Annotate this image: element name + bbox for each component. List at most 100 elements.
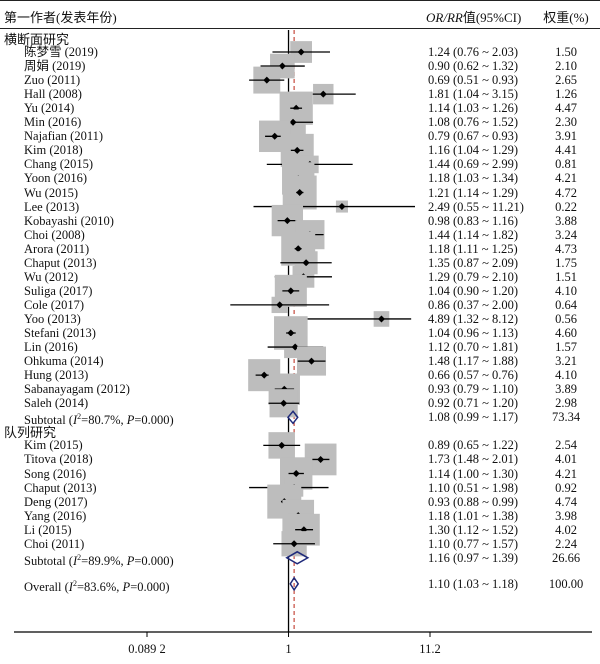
- study-weight: 4.21: [555, 171, 577, 186]
- stat-part: I: [72, 413, 78, 428]
- study-point-marker: [278, 62, 286, 70]
- subtotal-weight: 26.66: [551, 550, 581, 565]
- stat-part: =0.000): [130, 580, 170, 594]
- study-ci-text: 1.14 (1.03 ~ 1.26): [428, 101, 519, 116]
- stat-part: =0.000): [134, 553, 174, 568]
- study-weight: 4.01: [555, 452, 577, 467]
- header-top-rule: [0, 0, 600, 1]
- study-name: Arora (2011): [24, 241, 90, 256]
- stat-part: P: [126, 413, 135, 428]
- study-weight: 4.47: [555, 101, 577, 116]
- subtotal-ci-text: 1.16 (0.97 ~ 1.39): [428, 550, 519, 565]
- study-weight: 2.24: [555, 536, 577, 551]
- study-ci-text: 1.16 (1.04 ~ 1.29): [428, 143, 519, 158]
- study-ci-text: 1.14 (1.00 ~ 1.30): [428, 466, 519, 481]
- study-weight: 4.10: [555, 368, 577, 383]
- study-ci-text: 0.66 (0.57 ~ 0.76): [428, 368, 519, 383]
- study-weight: 2.10: [555, 59, 577, 74]
- study-weight: 4.10: [555, 283, 577, 298]
- study-weight: 0.56: [555, 311, 577, 326]
- study-weight: 4.02: [555, 522, 577, 537]
- study-ci-text: 1.35 (0.87 ~ 2.09): [428, 255, 519, 270]
- study-weight: 4.60: [555, 326, 577, 340]
- study-point-marker: [338, 203, 346, 211]
- stat-part: I: [72, 553, 78, 568]
- study-point-marker: [260, 371, 268, 379]
- study-ci-text: 0.90 (0.62 ~ 1.32): [428, 59, 519, 74]
- study-name: Titova (2018): [24, 452, 93, 467]
- study-name: Kobayashi (2010): [24, 213, 114, 228]
- study-ci-text: 0.98 (0.83 ~ 1.16): [428, 213, 519, 228]
- study-point-marker: [283, 217, 291, 225]
- study-weight: 1.75: [555, 255, 577, 270]
- effect-column-header: OR/RR值(95%CI): [426, 10, 522, 25]
- study-name: Kim (2018): [24, 143, 83, 158]
- study-name: Yoo (2013): [24, 311, 81, 326]
- study-weight: 4.74: [555, 494, 577, 509]
- study-name: Chaput (2013): [24, 255, 97, 270]
- study-weight: 4.21: [555, 466, 577, 481]
- study-name: Sabanayagam (2012): [24, 382, 130, 397]
- stat-part: I: [68, 580, 73, 594]
- study-name: Yu (2014): [24, 101, 75, 116]
- study-name: Wu (2012): [24, 269, 78, 284]
- study-name: Hung (2013): [24, 368, 89, 383]
- study-name: Deng (2017): [24, 494, 88, 509]
- subtotal-diamond: [285, 550, 310, 565]
- overall-label: Overall (I2=83.6%, P=0.000): [24, 577, 170, 594]
- study-weight: 2.98: [555, 396, 577, 411]
- study-name: Yoon (2016): [24, 171, 87, 186]
- study-weight: 1.57: [555, 340, 577, 355]
- study-weight: 2.65: [555, 73, 577, 88]
- study-ci-text: 0.92 (0.71 ~ 1.20): [428, 396, 519, 411]
- study-point-marker: [280, 399, 288, 407]
- study-weight: 3.88: [555, 213, 577, 228]
- stat-part: =83.6%,: [76, 580, 123, 594]
- study-point-marker: [296, 189, 304, 196]
- subtotal-label: Subtotal (I2=80.7%, P=0.000): [24, 410, 174, 427]
- study-ci-text: 1.29 (0.79 ~ 2.10): [428, 269, 519, 284]
- study-name: Wu (2015): [24, 185, 78, 200]
- study-ci-text: 1.10 (0.51 ~ 1.98): [428, 480, 519, 495]
- subtotal-ci-text: 1.08 (0.99 ~ 1.17): [428, 410, 519, 425]
- study-name: Suliga (2017): [24, 283, 93, 298]
- superscript-2: 2: [72, 578, 77, 588]
- study-weight: 3.89: [555, 382, 577, 397]
- study-weight: 0.22: [555, 199, 577, 214]
- study-point-marker: [276, 301, 284, 309]
- study-weight: 0.64: [555, 297, 577, 312]
- study-ci-text: 1.21 (1.14 ~ 1.29): [428, 185, 519, 200]
- superscript-2: 2: [77, 412, 82, 422]
- overall-weight: 100.00: [548, 576, 584, 591]
- stat-part: Overall (: [24, 580, 69, 594]
- x-tick-label: 0.089 2: [128, 642, 166, 656]
- study-name: Lee (2013): [24, 199, 80, 214]
- stat-part: =80.7%,: [81, 413, 127, 428]
- study-weight: 4.72: [555, 185, 577, 200]
- superscript-2: 2: [77, 552, 82, 562]
- study-point-marker: [297, 48, 305, 56]
- study-name: Zuo (2011): [24, 73, 81, 88]
- study-point-marker: [307, 357, 315, 365]
- study-name: Najafian (2011): [24, 129, 104, 144]
- study-name: Chaput (2013): [24, 480, 97, 495]
- study-name: Song (2016): [24, 466, 87, 481]
- study-weight: 1.50: [555, 45, 577, 59]
- study-name: Lin (2016): [24, 340, 78, 355]
- study-point-marker: [317, 455, 325, 463]
- stat-part: P: [122, 580, 131, 594]
- study-weight: 3.98: [555, 508, 577, 523]
- study-ci-text: 1.08 (0.76 ~ 1.52): [428, 115, 519, 130]
- study-name: Chang (2015): [24, 157, 94, 172]
- subtotal-label: Subtotal (I2=89.9%, P=0.000): [24, 551, 174, 568]
- overall-diamond: [289, 576, 300, 592]
- study-name: Choi (2008): [24, 227, 85, 242]
- study-name: Saleh (2014): [24, 396, 89, 411]
- study-ci-text: 1.10 (0.77 ~ 1.57): [428, 536, 519, 551]
- study-weight: 1.26: [555, 87, 577, 102]
- study-weight: 2.54: [555, 438, 577, 453]
- study-weight: 0.81: [555, 157, 577, 172]
- study-ci-text: 1.12 (0.70 ~ 1.81): [428, 340, 519, 355]
- study-point-marker: [287, 287, 295, 295]
